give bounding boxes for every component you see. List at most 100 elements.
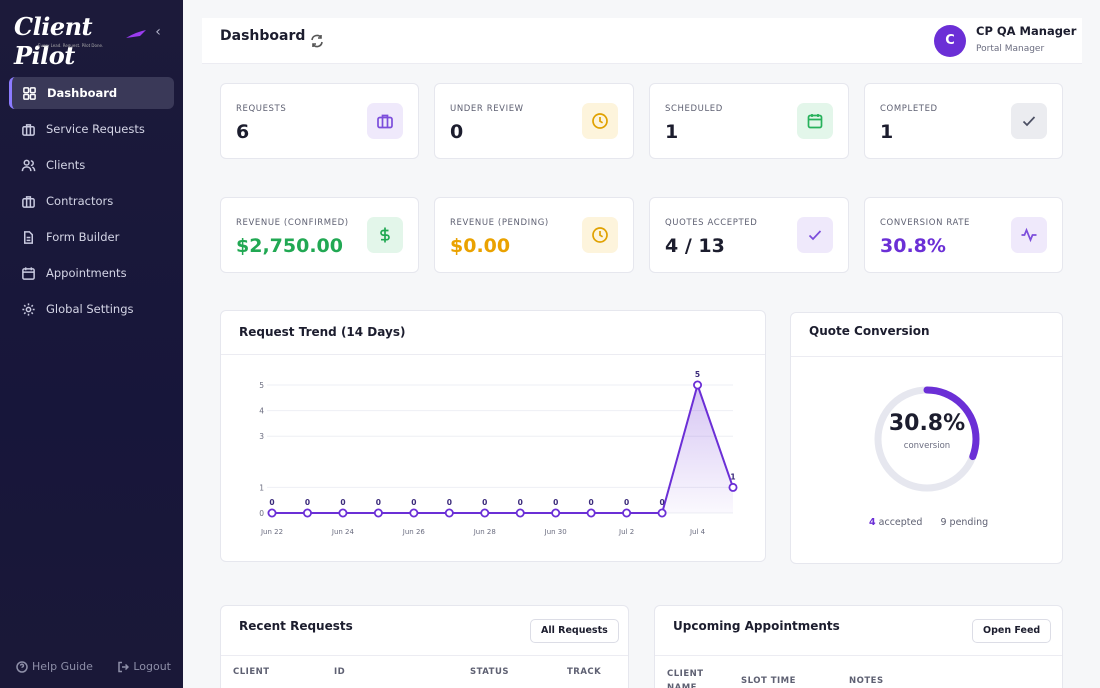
donut-percent: 30.8%	[888, 411, 966, 436]
sidebar-item-label: Form Builder	[46, 230, 120, 244]
data-point	[409, 508, 419, 518]
quote-conversion-title: Quote Conversion	[809, 324, 930, 338]
dollar-icon	[367, 217, 403, 253]
divider	[791, 356, 1062, 357]
column-header-id: ID	[334, 667, 346, 677]
data-point	[622, 508, 632, 518]
sidebar-item-label: Service Requests	[46, 122, 145, 136]
stat-label: REQUESTS	[236, 104, 287, 114]
sidebar-item-label: Global Settings	[46, 302, 134, 316]
data-point	[515, 508, 525, 518]
stat-value: $0.00	[450, 235, 511, 257]
data-label: 0	[305, 498, 310, 507]
help-guide-link[interactable]: Help Guide	[16, 660, 93, 673]
stat-label: REVENUE (PENDING)	[450, 218, 549, 228]
stat-card-revenue-confirmed: REVENUE (CONFIRMED) $2,750.00	[220, 197, 419, 273]
x-tick-label: Jun 30	[544, 528, 567, 536]
upcoming-appointments-title: Upcoming Appointments	[673, 619, 840, 633]
chevron-left-icon[interactable]: ‹	[155, 24, 161, 40]
stat-value: 4 / 13	[665, 235, 725, 257]
data-point	[657, 508, 667, 518]
sidebar-nav: Dashboard Service Requests Clients Contr…	[9, 77, 174, 329]
stat-label: SCHEDULED	[665, 104, 723, 114]
data-label: 1	[730, 472, 735, 481]
donut-sub-label: conversion	[903, 441, 951, 451]
sidebar-item-contractors[interactable]: Contractors	[9, 185, 174, 217]
stat-value: 0	[450, 121, 464, 143]
briefcase-icon	[367, 103, 403, 139]
refresh-icon[interactable]	[310, 34, 324, 48]
recent-requests-title: Recent Requests	[239, 619, 353, 633]
stat-card-requests: REQUESTS 6	[220, 83, 419, 159]
data-label: 0	[376, 498, 381, 507]
y-tick-label: 4	[259, 407, 264, 416]
sidebar-item-label: Dashboard	[47, 86, 118, 100]
data-point	[338, 508, 348, 518]
x-tick-label: Jul 2	[618, 528, 634, 536]
conversion-donut: 30.8% conversion	[871, 383, 983, 495]
data-label: 0	[624, 498, 629, 507]
data-label: 5	[695, 370, 700, 379]
sidebar-item-dashboard[interactable]: Dashboard	[9, 77, 174, 109]
logo-swoosh-icon	[126, 30, 146, 38]
sidebar-item-clients[interactable]: Clients	[9, 149, 174, 181]
x-tick-label: Jun 26	[402, 528, 426, 536]
grid-icon	[23, 86, 36, 100]
divider	[221, 354, 765, 355]
column-header-slot-time: SLOT TIME	[741, 676, 796, 686]
logout-label: Logout	[133, 660, 171, 673]
y-tick-label: 3	[259, 432, 264, 441]
data-point	[693, 380, 703, 390]
sidebar-item-label: Appointments	[46, 266, 127, 280]
column-header-track: TRACK	[567, 667, 602, 677]
app-logo[interactable]: Client Pilot Every Lead. Request. Pilot …	[14, 12, 146, 70]
sidebar-item-label: Clients	[46, 158, 86, 172]
sidebar-item-appointments[interactable]: Appointments	[9, 257, 174, 289]
gear-icon	[22, 302, 35, 316]
recent-requests-card: Recent Requests All Requests CLIENT ID S…	[220, 605, 629, 688]
briefcase-icon	[22, 195, 35, 208]
stat-label: REVENUE (CONFIRMED)	[236, 218, 349, 228]
logo-text: Client Pilot	[14, 12, 93, 70]
open-feed-button[interactable]: Open Feed	[972, 619, 1052, 643]
request-trend-title: Request Trend (14 Days)	[239, 325, 406, 339]
series-line	[272, 381, 734, 514]
data-point	[728, 482, 738, 492]
data-label: 0	[269, 498, 274, 507]
data-point	[302, 508, 312, 518]
help-icon	[16, 660, 28, 673]
pending-label: 9 pending	[940, 517, 989, 528]
x-tick-label: Jul 4	[689, 528, 706, 536]
stat-label: UNDER REVIEW	[450, 104, 524, 114]
accepted-count: 4	[869, 517, 876, 528]
data-point	[480, 508, 490, 518]
users-icon	[21, 159, 36, 171]
x-tick-label: Jun 22	[260, 528, 283, 536]
page-title: Dashboard	[220, 28, 306, 44]
data-label: 0	[447, 498, 452, 507]
sidebar-item-service-requests[interactable]: Service Requests	[9, 113, 174, 145]
sidebar-item-form-builder[interactable]: Form Builder	[9, 221, 174, 253]
column-header-client: CLIENT	[233, 667, 270, 677]
top-header: Dashboard C CP QA Manager Portal Manager	[202, 18, 1082, 64]
stat-card-quotes-accepted: QUOTES ACCEPTED 4 / 13	[649, 197, 849, 273]
series-area	[272, 385, 733, 513]
activity-icon	[1011, 217, 1047, 253]
sidebar-item-global-settings[interactable]: Global Settings	[9, 293, 174, 325]
avatar[interactable]: C	[934, 25, 966, 57]
logout-icon	[118, 661, 130, 672]
data-label: 0	[659, 498, 664, 507]
stat-label: QUOTES ACCEPTED	[665, 218, 758, 228]
data-label: 0	[340, 498, 345, 507]
data-point	[551, 508, 561, 518]
column-header-client-name: CLIENT NAME	[667, 669, 704, 688]
upcoming-appointments-card: Upcoming Appointments Open Feed CLIENT N…	[654, 605, 1063, 688]
data-label: 0	[553, 498, 558, 507]
clock-icon	[582, 103, 618, 139]
file-icon	[24, 230, 33, 244]
all-requests-button[interactable]: All Requests	[530, 619, 619, 643]
logout-link[interactable]: Logout	[117, 660, 171, 673]
calendar-icon	[797, 103, 833, 139]
